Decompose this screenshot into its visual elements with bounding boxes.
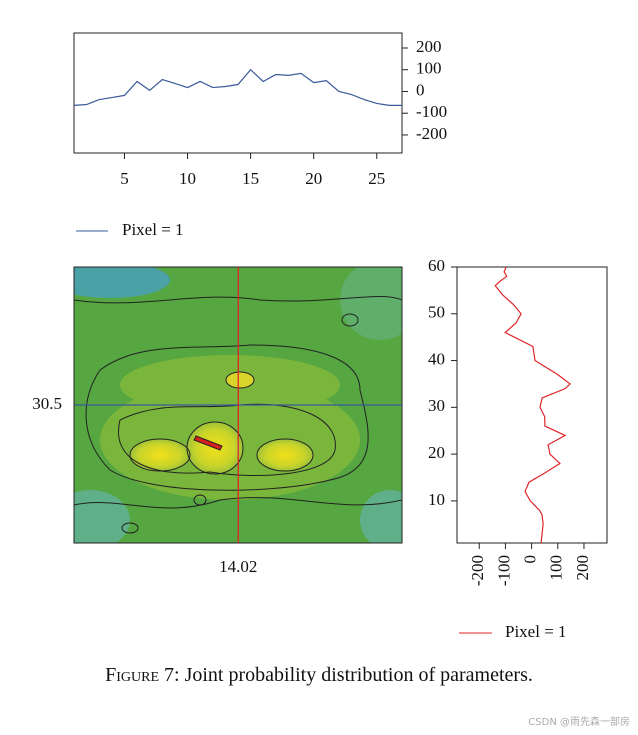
caption-label: Figure 7: bbox=[105, 664, 179, 686]
y-tick-label: -200 bbox=[416, 124, 447, 143]
y-tick-label: 0 bbox=[416, 80, 425, 99]
x-tick-label: 0 bbox=[521, 555, 540, 564]
x-tick-label: 5 bbox=[120, 169, 129, 188]
crosshair-x-label: 14.02 bbox=[219, 557, 257, 576]
x-tick-label: -100 bbox=[494, 555, 513, 586]
y-tick-label: 30 bbox=[428, 396, 445, 415]
crosshair-y-label: 30.5 bbox=[32, 394, 62, 413]
y-tick-label: -100 bbox=[416, 102, 447, 121]
caption: Figure 7: Joint probability distribution… bbox=[105, 664, 533, 686]
plot-frame bbox=[73, 32, 403, 154]
data-line bbox=[494, 266, 572, 544]
x-tick-label: 15 bbox=[242, 169, 259, 188]
legend-label: Pixel = 1 bbox=[505, 622, 567, 641]
x-tick-label: 100 bbox=[547, 555, 566, 581]
y-tick-label: 10 bbox=[428, 490, 445, 509]
caption-text: Joint probability distribution of parame… bbox=[185, 664, 533, 686]
y-tick-label: 200 bbox=[416, 37, 442, 56]
x-tick-label: 25 bbox=[368, 169, 385, 188]
data-line bbox=[73, 68, 402, 106]
y-tick-label: 50 bbox=[428, 303, 445, 322]
legend-label: Pixel = 1 bbox=[122, 220, 184, 239]
plot-frame bbox=[456, 266, 608, 544]
x-tick-label: 200 bbox=[573, 555, 592, 581]
y-tick-label: 20 bbox=[428, 443, 445, 462]
y-tick-label: 60 bbox=[428, 256, 445, 275]
x-tick-label: 20 bbox=[305, 169, 322, 188]
y-tick-label: 100 bbox=[416, 59, 442, 78]
watermark: CSDN @雨先森一部房 bbox=[528, 715, 630, 728]
y-tick-label: 40 bbox=[428, 349, 445, 368]
x-tick-label: 10 bbox=[179, 169, 196, 188]
x-tick-label: -200 bbox=[468, 555, 487, 586]
